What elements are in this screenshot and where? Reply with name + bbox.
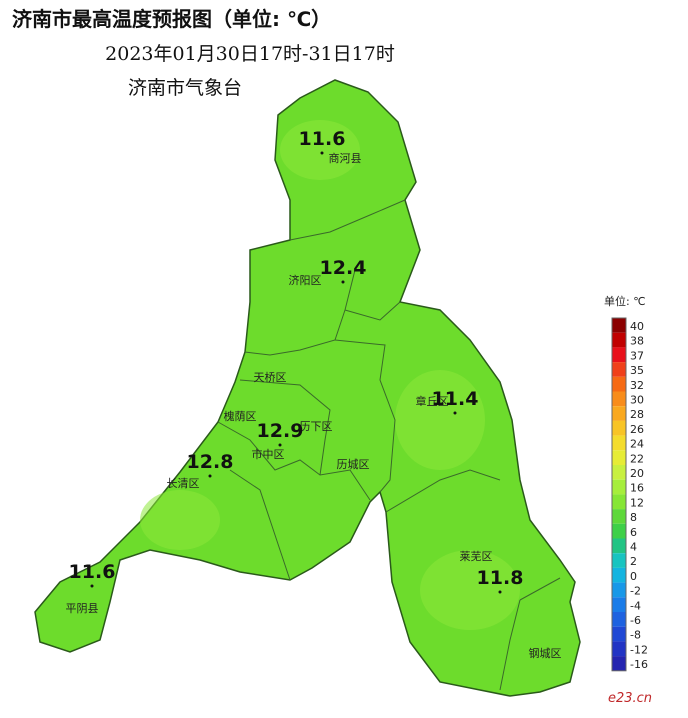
legend-swatch: [612, 567, 626, 583]
district-name: 天桥区: [254, 371, 287, 384]
legend-tick: 24: [630, 438, 644, 451]
legend-swatch: [612, 406, 626, 421]
district-value: 11.6: [299, 128, 346, 150]
legend-swatch: [612, 626, 626, 642]
station-dot: [90, 584, 94, 588]
legend-tick: 37: [630, 349, 644, 362]
station-dot: [320, 151, 324, 155]
legend-tick: 12: [630, 496, 644, 509]
legend-swatch: [612, 332, 626, 348]
legend-tick: 6: [630, 526, 637, 539]
legend-tick: -16: [630, 658, 648, 671]
station-dot: [278, 443, 282, 447]
legend-tick: -12: [630, 643, 648, 656]
legend-swatch: [612, 362, 626, 377]
district-name: 济阳区: [289, 273, 322, 287]
shading: [140, 120, 520, 630]
legend-swatch: [612, 656, 626, 671]
station-dot: [208, 474, 212, 478]
legend-tick: 35: [630, 364, 644, 377]
legend-swatch: [612, 641, 626, 657]
district-labels: 商河县11.6济阳区12.4章丘区11.4历下区12.9长清区12.8平阴县11…: [66, 128, 562, 660]
station-dot: [453, 411, 457, 415]
district-value: 11.6: [69, 561, 116, 583]
legend-swatch: [612, 376, 626, 392]
legend-swatch: [612, 420, 626, 436]
legend-swatch: [612, 597, 626, 612]
legend-swatch: [612, 509, 626, 524]
legend-swatch: [612, 435, 626, 451]
subtitle: 2023年01月30日17时-31日17时: [105, 43, 395, 65]
station-dot: [498, 590, 502, 594]
legend-tick: -8: [630, 629, 641, 642]
legend-tick: 30: [630, 394, 644, 407]
legend-tick: 32: [630, 379, 644, 392]
legend-tick: 0: [630, 570, 637, 583]
district-value: 11.8: [477, 567, 524, 589]
legend-tick: 40: [630, 320, 644, 333]
legend-swatch: [612, 553, 626, 568]
legend-swatch: [612, 465, 626, 480]
title: 济南市最高温度预报图（单位: ℃）: [12, 7, 331, 31]
station-dot: [341, 280, 345, 284]
legend-swatch: [612, 479, 626, 495]
legend-tick: -2: [630, 585, 641, 598]
legend-swatch: [612, 582, 626, 598]
legend-swatch: [612, 391, 626, 407]
district-name: 钢城区: [529, 647, 562, 660]
legend-tick: 28: [630, 408, 644, 421]
legend: 单位: ℃ 4038373532302826242220161286420-2-…: [604, 294, 648, 672]
legend-tick: 2: [630, 555, 637, 568]
map: [34, 79, 581, 697]
legend-swatch: [612, 318, 626, 333]
district-name: 商河县: [329, 151, 362, 165]
legend-swatch: [612, 523, 626, 539]
legend-tick: 16: [630, 482, 644, 495]
district-name: 章丘区: [416, 394, 449, 408]
legend-swatch: [612, 347, 626, 363]
district-name: 平阴县: [66, 602, 99, 615]
legend-swatch: [612, 538, 626, 554]
legend-tick: 26: [630, 423, 644, 436]
district-name: 槐荫区: [224, 409, 257, 423]
legend-tick: -6: [630, 614, 641, 627]
district-value: 12.4: [320, 257, 367, 279]
legend-tick: 22: [630, 452, 644, 465]
legend-unit: 单位: ℃: [604, 294, 646, 308]
district-name: 市中区: [252, 447, 285, 461]
legend-frame: [611, 317, 627, 672]
district-value: 12.8: [187, 451, 234, 473]
legend-tick: 20: [630, 467, 644, 480]
district-name: 历下区: [300, 420, 333, 433]
district-name: 长清区: [167, 477, 200, 490]
legend-swatch: [612, 494, 626, 510]
legend-tick: -4: [630, 599, 641, 612]
legend-swatch: [612, 450, 626, 465]
district-name: 莱芜区: [460, 549, 493, 563]
district-value: 11.4: [432, 388, 479, 410]
source: 济南市气象台: [128, 77, 242, 99]
district-name: 历城区: [337, 458, 370, 471]
district-value: 12.9: [257, 420, 304, 442]
legend-tick: 38: [630, 335, 644, 348]
legend-tick: 8: [630, 511, 637, 524]
legend-tick: 4: [630, 541, 637, 554]
legend-swatch: [612, 612, 626, 627]
district-borders: [217, 199, 561, 691]
watermark: e23.cn: [608, 691, 652, 706]
